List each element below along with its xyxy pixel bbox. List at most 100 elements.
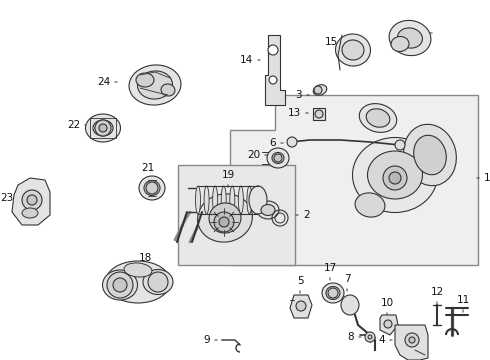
Ellipse shape [389, 21, 431, 55]
Ellipse shape [326, 287, 340, 300]
Ellipse shape [261, 204, 275, 216]
Circle shape [214, 212, 234, 232]
Text: 6: 6 [270, 138, 276, 148]
Polygon shape [265, 35, 285, 105]
Polygon shape [230, 95, 478, 265]
Text: 24: 24 [97, 77, 110, 87]
Text: 23: 23 [0, 193, 13, 203]
Text: 16: 16 [412, 28, 425, 38]
Polygon shape [313, 108, 325, 120]
Circle shape [384, 320, 392, 328]
Text: 1: 1 [484, 173, 490, 183]
Circle shape [269, 76, 277, 84]
Text: 9: 9 [203, 335, 210, 345]
Ellipse shape [359, 104, 397, 132]
Text: 17: 17 [323, 263, 337, 273]
Ellipse shape [136, 73, 154, 87]
Text: 3: 3 [295, 90, 302, 100]
Circle shape [395, 140, 405, 150]
Circle shape [107, 272, 133, 298]
Ellipse shape [238, 186, 244, 214]
Ellipse shape [93, 120, 113, 136]
Circle shape [274, 154, 282, 162]
Text: 10: 10 [380, 298, 393, 308]
Circle shape [22, 190, 42, 210]
Ellipse shape [404, 124, 456, 186]
Circle shape [409, 337, 415, 343]
Ellipse shape [272, 153, 284, 163]
Text: 7: 7 [343, 274, 350, 284]
Text: 12: 12 [430, 287, 443, 297]
Ellipse shape [129, 65, 181, 105]
Text: 14: 14 [240, 55, 253, 65]
Text: 22: 22 [67, 120, 80, 130]
Ellipse shape [414, 135, 446, 175]
Text: 19: 19 [221, 170, 235, 180]
Circle shape [95, 120, 111, 136]
Circle shape [368, 335, 372, 339]
Text: 21: 21 [142, 163, 155, 173]
Ellipse shape [85, 114, 121, 142]
Circle shape [383, 166, 407, 190]
Text: 13: 13 [288, 108, 301, 118]
Circle shape [389, 172, 401, 184]
Circle shape [146, 182, 158, 194]
Circle shape [315, 110, 323, 118]
Ellipse shape [138, 71, 172, 99]
Ellipse shape [196, 186, 200, 214]
Bar [178, 165, 295, 265]
Ellipse shape [105, 261, 171, 303]
Polygon shape [12, 178, 50, 225]
Ellipse shape [249, 186, 267, 214]
Circle shape [219, 217, 229, 227]
Ellipse shape [102, 270, 138, 300]
Circle shape [405, 333, 419, 347]
Circle shape [148, 272, 168, 292]
Bar [90, 118, 116, 138]
Ellipse shape [267, 148, 289, 168]
Ellipse shape [255, 186, 261, 214]
Text: 2: 2 [303, 210, 310, 220]
Circle shape [113, 278, 127, 292]
Ellipse shape [397, 28, 422, 48]
Ellipse shape [197, 194, 252, 242]
Polygon shape [380, 315, 398, 335]
Text: 8: 8 [347, 332, 354, 342]
Ellipse shape [247, 186, 252, 214]
Circle shape [328, 288, 338, 298]
Circle shape [287, 137, 297, 147]
Text: 11: 11 [456, 295, 469, 305]
Ellipse shape [143, 270, 173, 294]
Ellipse shape [204, 186, 209, 214]
Ellipse shape [368, 151, 422, 199]
Ellipse shape [257, 201, 279, 219]
Ellipse shape [209, 203, 241, 233]
Ellipse shape [124, 263, 152, 277]
Ellipse shape [161, 84, 175, 96]
Polygon shape [290, 295, 312, 318]
Text: 18: 18 [138, 253, 151, 263]
Polygon shape [395, 325, 428, 360]
Circle shape [314, 86, 322, 94]
Ellipse shape [221, 186, 226, 214]
Ellipse shape [366, 109, 390, 127]
Text: 15: 15 [325, 37, 338, 47]
Circle shape [296, 301, 306, 311]
Ellipse shape [342, 40, 364, 60]
Ellipse shape [313, 85, 327, 95]
Ellipse shape [230, 186, 235, 214]
Ellipse shape [22, 208, 38, 218]
Ellipse shape [341, 295, 359, 315]
Ellipse shape [355, 193, 385, 217]
Ellipse shape [322, 283, 344, 303]
Ellipse shape [391, 36, 409, 51]
Ellipse shape [139, 176, 165, 200]
Circle shape [365, 332, 375, 342]
Ellipse shape [336, 34, 370, 66]
Text: 5: 5 [296, 276, 303, 286]
Ellipse shape [144, 180, 160, 195]
Ellipse shape [352, 138, 438, 212]
Circle shape [27, 195, 37, 205]
Circle shape [99, 124, 107, 132]
Ellipse shape [213, 186, 218, 214]
